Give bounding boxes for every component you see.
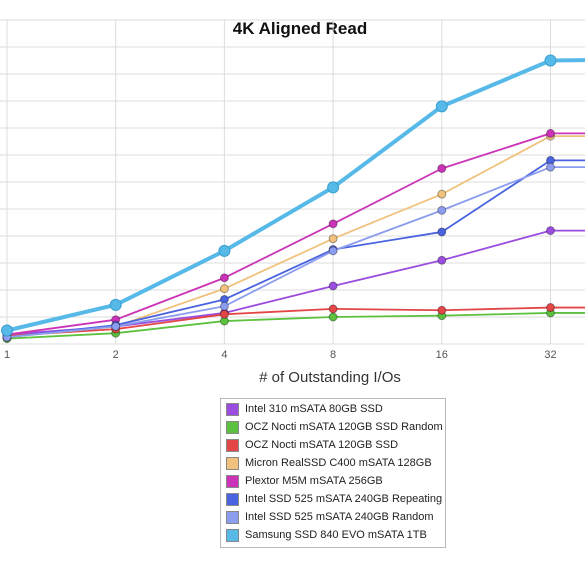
x-axis-label: # of Outstanding I/Os bbox=[259, 369, 401, 386]
legend-item: Intel 310 mSATA 80GB SSD bbox=[221, 400, 445, 418]
data-point bbox=[437, 189, 447, 199]
data-point bbox=[218, 244, 231, 257]
legend-item: OCZ Nocti mSATA 120GB SSD bbox=[221, 436, 445, 454]
data-point bbox=[328, 234, 338, 244]
x-tick-label: 4 bbox=[221, 349, 227, 360]
data-point bbox=[544, 54, 557, 67]
legend-label: Intel 310 mSATA 80GB SSD bbox=[245, 403, 383, 415]
data-point bbox=[328, 246, 338, 256]
legend-item: OCZ Nocti mSATA 120GB SSD Random bbox=[221, 418, 445, 436]
data-point bbox=[437, 227, 447, 237]
data-point bbox=[109, 298, 122, 311]
data-point bbox=[219, 284, 229, 294]
data-point bbox=[437, 305, 447, 315]
series-4 bbox=[2, 128, 585, 340]
data-point bbox=[328, 304, 338, 314]
data-point bbox=[546, 303, 555, 313]
x-tick-label: 2 bbox=[113, 349, 119, 360]
data-point bbox=[437, 164, 447, 173]
legend-swatch bbox=[226, 402, 239, 416]
legend-swatch bbox=[226, 456, 239, 470]
legend-swatch bbox=[226, 438, 239, 452]
data-point bbox=[437, 205, 447, 215]
data-point bbox=[328, 219, 338, 229]
legend-swatch bbox=[226, 528, 239, 542]
legend-item: Micron RealSSD C400 mSATA 128GB bbox=[221, 454, 445, 472]
legend-swatch bbox=[226, 492, 239, 506]
legend-label: Intel SSD 525 mSATA 240GB Repeating bbox=[245, 493, 443, 505]
data-point bbox=[546, 128, 555, 138]
data-point bbox=[219, 309, 229, 319]
legend-label: Samsung SSD 840 EVO mSATA 1TB bbox=[245, 529, 427, 541]
data-point bbox=[437, 255, 447, 265]
legend-item: Intel SSD 525 mSATA 240GB Repeating bbox=[221, 490, 445, 508]
legend: Intel 310 mSATA 80GB SSD OCZ Nocti mSATA … bbox=[220, 398, 446, 548]
legend-swatch bbox=[226, 510, 239, 524]
data-point bbox=[327, 181, 340, 194]
data-point bbox=[1, 324, 13, 337]
legend-label: OCZ Nocti mSATA 120GB SSD Random bbox=[245, 421, 443, 433]
series-1 bbox=[2, 308, 585, 344]
data-point bbox=[328, 281, 338, 291]
legend-label: Intel SSD 525 mSATA 240GB Random bbox=[245, 511, 434, 523]
x-tick-label: 1 bbox=[4, 349, 10, 360]
legend-label: Micron RealSSD C400 mSATA 128GB bbox=[245, 457, 432, 469]
data-point bbox=[111, 321, 121, 331]
legend-item: Plextor M5M mSATA 256GB bbox=[221, 472, 445, 490]
x-tick-label: 8 bbox=[330, 349, 336, 360]
data-point bbox=[546, 162, 555, 172]
data-point bbox=[546, 226, 555, 236]
chart-title: 4K Aligned Read bbox=[232, 19, 368, 38]
legend-label: Plextor M5M mSATA 256GB bbox=[245, 475, 383, 487]
x-tick-labels: 1248163264 bbox=[4, 349, 557, 360]
data-point bbox=[435, 100, 448, 113]
x-tick-label: 16 bbox=[436, 349, 448, 360]
legend-label: OCZ Nocti mSATA 120GB SSD bbox=[245, 439, 399, 451]
x-tick-label: 32 bbox=[544, 349, 556, 360]
data-point bbox=[219, 273, 229, 283]
legend-item: Intel SSD 525 mSATA 240GB Random bbox=[221, 508, 445, 526]
data-point bbox=[328, 312, 338, 322]
series-line bbox=[6, 135, 585, 339]
chart-plot-area: 1248163264 bbox=[0, 19, 585, 360]
legend-swatch bbox=[226, 474, 239, 488]
chart-series bbox=[1, 54, 585, 344]
series-7 bbox=[1, 54, 585, 337]
data-point bbox=[219, 301, 229, 311]
legend-item: Samsung SSD 840 EVO mSATA 1TB bbox=[221, 526, 445, 544]
legend-swatch bbox=[226, 420, 239, 434]
